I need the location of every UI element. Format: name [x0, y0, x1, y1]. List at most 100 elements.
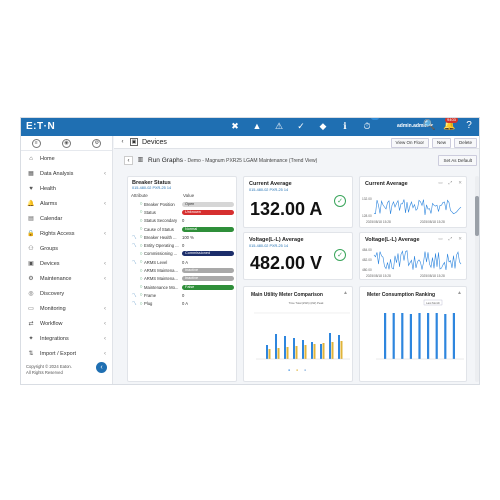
groups-icon: ⚇ — [28, 246, 34, 252]
trend-icon[interactable]: 〽 — [131, 259, 137, 266]
device-icon: ▣ — [130, 138, 138, 146]
sidebar-item-rights-access[interactable]: 🔒 Rights Access ‹ — [21, 226, 112, 241]
status-dot-icon: ○ — [139, 226, 143, 233]
close-icon[interactable]: ✕ — [458, 180, 462, 185]
scrollbar-thumb[interactable] — [475, 196, 479, 236]
table-row: ○ ARMS Maintena... Inactive — [130, 275, 234, 283]
alarm-high-icon[interactable]: ▲ — [252, 121, 262, 131]
current-trend-line — [373, 199, 462, 216]
consumption-ranking-chart: Last Month — [376, 299, 464, 360]
sidebar-item-label: Integrations — [40, 335, 69, 342]
table-row: ○ ARMS Maintena... Inactive — [130, 266, 234, 274]
trend-icon[interactable]: 〽 — [131, 292, 137, 299]
x-tick-label: 2025/08/18 15:28 — [420, 274, 445, 278]
info-icon[interactable]: ℹ — [343, 121, 347, 131]
breaker-device-link[interactable]: 015-480-02 PXR-25 14 — [132, 186, 172, 190]
sidebar-item-label: Alarms — [40, 200, 58, 207]
devices-icon: ▣ — [28, 261, 34, 267]
scrollbar[interactable] — [475, 176, 479, 382]
sub-header: ‹ ▣ Devices View On Floor New Delete — [114, 136, 479, 149]
current-trend-card: Current Average ▭ ⤢ ✕ 132.00 128.00 2025/0… — [359, 176, 467, 228]
sidebar-item-home[interactable]: ⌂ Home — [21, 151, 112, 166]
user-menu[interactable]: admin.admin ⏷ — [397, 123, 433, 129]
copyright: Copyright © 2024 Eaton. All Rights Reser… — [26, 364, 72, 376]
sidebar-item-label: Rights Access — [40, 230, 75, 237]
trend-icon[interactable]: 〽 — [131, 234, 137, 241]
delete-button[interactable]: Delete — [453, 138, 477, 148]
new-button[interactable]: New — [431, 138, 451, 148]
sidebar-item-label: Health — [40, 185, 56, 192]
expand-icon[interactable]: ⤢ — [448, 180, 453, 185]
sidebar-item-calendar[interactable]: ▤ Calendar — [21, 211, 112, 226]
period-tag[interactable] — [423, 299, 443, 306]
sidebar-item-integrations[interactable]: ✦ Integrations ‹ — [21, 331, 112, 346]
sidebar-tab-settings-icon[interactable]: ⚙ — [92, 138, 102, 148]
notifications-icon[interactable]: 🔔 9403 — [443, 118, 458, 132]
events-icon[interactable]: ⏱ — [363, 121, 371, 131]
trend-icon[interactable]: 〽 — [131, 301, 137, 308]
sidebar-tabs: ≡ ◉ ⚙ — [21, 136, 112, 151]
help-icon[interactable]: ? — [466, 120, 472, 131]
import-export-icon: ⇅ — [28, 351, 34, 357]
minimize-icon[interactable]: ▭ — [438, 236, 443, 241]
expand-icon[interactable]: ⤢ — [448, 236, 453, 241]
collapse-sidebar-button[interactable]: ‹ — [96, 362, 107, 373]
alarms-icon: 🔔 — [27, 201, 35, 207]
sidebar-item-health[interactable]: ♥ Health — [21, 181, 112, 196]
utility-bar-kwh — [293, 338, 295, 359]
table-row: 〽 ○ Plug 0 A — [130, 300, 234, 308]
current-average-title: Current Average — [249, 181, 292, 187]
attribute-label: Cause of Status — [144, 226, 174, 232]
voltage-trend-title: Voltage(L-L) Average — [365, 237, 420, 243]
current-average-link[interactable]: 015-480-02 PXR-25 14 — [249, 188, 289, 192]
rights-access-icon: 🔒 — [27, 231, 35, 237]
utility-comparison-title: Main Utility Meter Comparison — [251, 292, 323, 298]
trend-icon[interactable]: 〽 — [131, 243, 137, 250]
back-arrow-icon[interactable]: ‹ — [121, 139, 124, 145]
user-name: admin.admin — [397, 123, 428, 129]
ranking-bar — [427, 313, 430, 359]
utility-bar-kwh — [275, 334, 277, 359]
sidebar-item-import-export[interactable]: ⇅ Import / Export ‹ — [21, 346, 112, 361]
sidebar-item-monitoring[interactable]: ▭ Monitoring ‹ — [21, 301, 112, 316]
sidebar-item-alarms[interactable]: 🔔 Alarms ‹ — [21, 196, 112, 211]
sidebar-item-devices[interactable]: ▣ Devices ‹ — [21, 256, 112, 271]
warning-icon[interactable]: ▲ — [457, 290, 462, 296]
status-dot-icon: ○ — [139, 201, 143, 208]
sidebar-tab-menu-icon[interactable]: ≡ — [31, 138, 41, 148]
sidebar-item-workflow[interactable]: ⇄ Workflow ‹ — [21, 316, 112, 331]
sidebar-item-maintenance[interactable]: ⚙ Maintenance ‹ — [21, 271, 112, 286]
alarm-medium-icon[interactable]: ✓ — [297, 121, 305, 131]
eaton-logo: E:T·N — [26, 121, 56, 132]
y-tick-label: 484.00 — [362, 248, 372, 252]
sidebar-item-groups[interactable]: ⚇ Groups — [21, 241, 112, 256]
warning-icon[interactable]: ▲ — [343, 290, 348, 296]
card-controls: ▭ ⤢ ✕ — [438, 236, 462, 242]
attribute-value: 0 — [182, 292, 185, 298]
sidebar-item-label: Data Analysis — [40, 170, 74, 177]
alarm-critical-icon[interactable]: ✖ — [231, 121, 239, 131]
back-arrow-icon[interactable]: ‹ — [124, 156, 133, 165]
minimize-icon[interactable]: ▭ — [438, 180, 443, 185]
view-on-floor-button[interactable]: View On Floor — [390, 138, 429, 148]
sidebar-menu: ⌂ Home ▦ Data Analysis ‹ ♥ Health 🔔 Alarms ‹ ▤ Cale… — [21, 151, 112, 361]
alarm-warning-icon[interactable]: ⚠ — [274, 121, 284, 131]
close-icon[interactable]: ✕ — [458, 236, 462, 241]
chevron-icon: ‹ — [104, 275, 106, 282]
breaker-table-header: Attribute Value — [128, 193, 236, 198]
chevron-icon: ‹ — [104, 260, 106, 267]
search-icon[interactable]: 🔍 — [423, 120, 436, 131]
status-dot-icon: ○ — [139, 267, 143, 274]
sidebar-item-discovery[interactable]: ◎ Discovery — [21, 286, 112, 301]
attribute-value: Commissioned — [182, 251, 234, 257]
current-trend-title: Current Average — [365, 181, 408, 187]
ranking-bar — [384, 313, 387, 359]
attribute-value: Normal — [182, 226, 234, 232]
alarm-low-icon[interactable]: ◆ — [319, 121, 327, 131]
ranking-bar — [435, 313, 438, 359]
status-dot-icon: ○ — [139, 217, 143, 224]
sidebar-item-data-analysis[interactable]: ▦ Data Analysis ‹ — [21, 166, 112, 181]
sidebar-tab-dashboard-icon[interactable]: ◉ — [61, 138, 71, 148]
set-as-default-button[interactable]: Set As Default — [438, 155, 477, 166]
voltage-average-link[interactable]: 015-480-02 PXR-25 14 — [249, 244, 289, 248]
